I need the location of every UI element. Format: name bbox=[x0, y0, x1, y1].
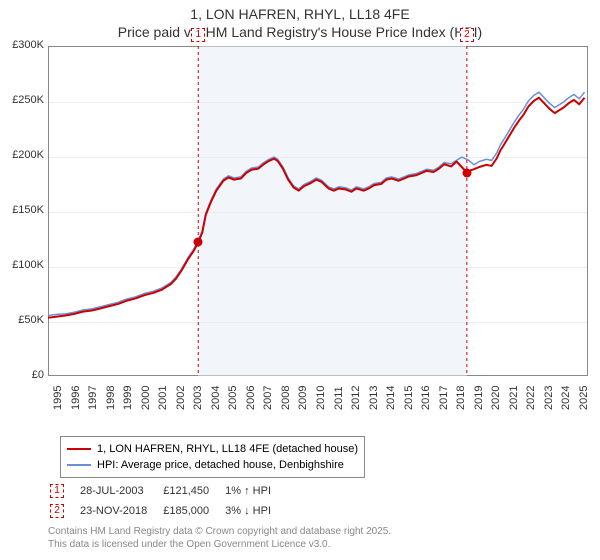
sale-marker-dot bbox=[462, 168, 471, 177]
sale-marker-flag: 1 bbox=[191, 28, 205, 42]
sale-marker-dot bbox=[194, 238, 203, 247]
chart-svg bbox=[0, 0, 600, 560]
chart-container: 1, LON HAFREN, RHYL, LL18 4FE Price paid… bbox=[0, 0, 600, 560]
sale-period-band bbox=[198, 46, 467, 376]
sale-marker-flag: 2 bbox=[460, 28, 474, 42]
